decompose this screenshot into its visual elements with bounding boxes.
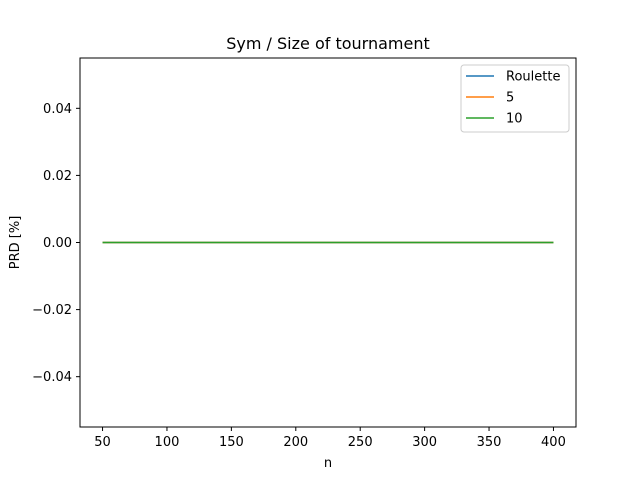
legend: Roulette 5 10: [460, 64, 570, 133]
x-tick-label: 200: [283, 435, 308, 450]
x-tick-label: 350: [477, 435, 502, 450]
y-axis-ticks: −0.04 −0.02 0.00 0.02 0.04: [32, 102, 80, 385]
y-tick-label: −0.04: [32, 370, 72, 385]
x-axis-label: n: [324, 456, 332, 471]
legend-label-2: 10: [506, 112, 523, 127]
y-tick-label: 0.04: [43, 102, 72, 117]
y-axis-label: PRD [%]: [8, 216, 23, 270]
chart-title: Sym / Size of tournament: [226, 34, 430, 53]
legend-label-1: 5: [506, 91, 514, 106]
x-tick-label: 100: [155, 435, 180, 450]
x-tick-label: 300: [412, 435, 437, 450]
legend-box: [460, 64, 570, 133]
y-tick-label: 0.02: [43, 169, 72, 184]
x-tick-label: 250: [348, 435, 373, 450]
x-axis-ticks: 50 100 150 200 250 300 350 400: [94, 427, 566, 450]
legend-label-0: Roulette: [506, 70, 560, 85]
x-tick-label: 150: [219, 435, 244, 450]
x-tick-label: 400: [541, 435, 566, 450]
y-tick-label: 0.00: [43, 236, 72, 251]
x-tick-label: 50: [94, 435, 111, 450]
y-tick-label: −0.02: [32, 303, 72, 318]
